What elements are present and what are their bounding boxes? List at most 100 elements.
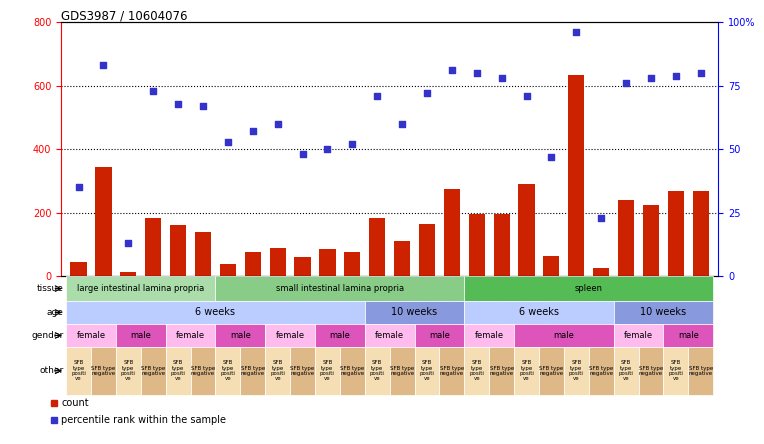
Text: male: male	[230, 331, 251, 340]
Point	[346, 141, 358, 148]
Point	[73, 184, 85, 191]
Bar	[244, 253, 261, 276]
Bar	[241, 347, 265, 395]
Bar	[390, 347, 415, 395]
Text: male: male	[678, 331, 699, 340]
Point	[620, 79, 632, 87]
Bar	[215, 324, 265, 347]
Bar	[663, 324, 713, 347]
Bar	[315, 347, 340, 395]
Bar	[444, 189, 460, 276]
Bar	[345, 253, 361, 276]
Text: SFB
type
positi
ve: SFB type positi ve	[619, 361, 633, 381]
Text: SFB
type
positi
ve: SFB type positi ve	[221, 361, 235, 381]
Bar	[439, 347, 465, 395]
Bar	[170, 226, 186, 276]
Bar	[116, 347, 141, 395]
Bar	[66, 324, 116, 347]
Bar	[215, 276, 465, 301]
Text: SFB type
negative: SFB type negative	[490, 366, 513, 376]
Bar	[519, 184, 535, 276]
Text: SFB
type
positi
ve: SFB type positi ve	[71, 361, 86, 381]
Text: tissue: tissue	[37, 284, 63, 293]
Text: GDS3987 / 10604076: GDS3987 / 10604076	[61, 9, 188, 22]
Point	[595, 214, 607, 222]
Text: age: age	[47, 308, 63, 317]
Point	[471, 69, 483, 76]
Bar	[468, 214, 485, 276]
Text: SFB
type
positi
ve: SFB type positi ve	[469, 361, 484, 381]
Text: percentile rank within the sample: percentile rank within the sample	[61, 415, 226, 425]
Bar	[613, 301, 713, 324]
Bar	[419, 224, 435, 276]
Text: SFB type
negative: SFB type negative	[92, 366, 115, 376]
Point	[570, 29, 582, 36]
Bar	[539, 347, 564, 395]
Point	[545, 153, 558, 160]
Text: other: other	[40, 366, 63, 375]
Text: SFB type
negative: SFB type negative	[539, 366, 564, 376]
Bar	[639, 347, 663, 395]
Bar	[465, 324, 514, 347]
Point	[222, 138, 234, 145]
Point	[322, 146, 334, 153]
Text: SFB
type
positi
ve: SFB type positi ve	[419, 361, 435, 381]
Point	[247, 128, 259, 135]
Bar	[514, 347, 539, 395]
Point	[645, 75, 657, 82]
Text: 6 weeks: 6 weeks	[196, 307, 235, 317]
Text: 10 weeks: 10 weeks	[640, 307, 687, 317]
Point	[520, 92, 533, 99]
Bar	[215, 347, 241, 395]
Text: SFB type
negative: SFB type negative	[589, 366, 613, 376]
Bar	[220, 264, 236, 276]
Bar	[190, 347, 215, 395]
Point	[496, 75, 508, 82]
Bar	[568, 75, 584, 276]
Text: SFB type
negative: SFB type negative	[390, 366, 414, 376]
Bar	[688, 347, 713, 395]
Text: SFB type
negative: SFB type negative	[191, 366, 215, 376]
Bar	[543, 256, 559, 276]
Text: SFB type
negative: SFB type negative	[141, 366, 165, 376]
Bar	[66, 347, 91, 395]
Text: 10 weeks: 10 weeks	[391, 307, 438, 317]
Bar	[166, 324, 215, 347]
Bar	[270, 248, 286, 276]
Bar	[643, 205, 659, 276]
Bar	[265, 324, 315, 347]
Text: SFB
type
positi
ve: SFB type positi ve	[270, 361, 285, 381]
Bar	[195, 232, 211, 276]
Point	[396, 120, 408, 127]
Bar	[96, 167, 112, 276]
Point	[97, 62, 109, 69]
Point	[445, 67, 458, 74]
Bar	[465, 276, 713, 301]
Bar	[589, 347, 613, 395]
Bar	[693, 190, 709, 276]
Bar	[613, 347, 639, 395]
Bar	[465, 347, 489, 395]
Bar	[265, 347, 290, 395]
Text: male: male	[131, 331, 151, 340]
Text: 6 weeks: 6 weeks	[519, 307, 559, 317]
Text: male: male	[429, 331, 450, 340]
Bar	[116, 324, 166, 347]
Text: SFB type
negative: SFB type negative	[290, 366, 315, 376]
Text: SFB type
negative: SFB type negative	[688, 366, 713, 376]
Text: count: count	[61, 398, 89, 408]
Bar	[394, 242, 410, 276]
Text: male: male	[329, 331, 351, 340]
Text: SFB
type
positi
ve: SFB type positi ve	[170, 361, 186, 381]
Text: SFB
type
positi
ve: SFB type positi ve	[569, 361, 584, 381]
Bar	[66, 301, 364, 324]
Text: male: male	[553, 331, 575, 340]
Point	[271, 120, 283, 127]
Text: female: female	[624, 331, 653, 340]
Point	[122, 240, 134, 247]
Text: gender: gender	[31, 331, 63, 340]
Bar	[364, 347, 390, 395]
Bar	[415, 324, 465, 347]
Point	[197, 103, 209, 110]
Bar	[66, 276, 215, 301]
